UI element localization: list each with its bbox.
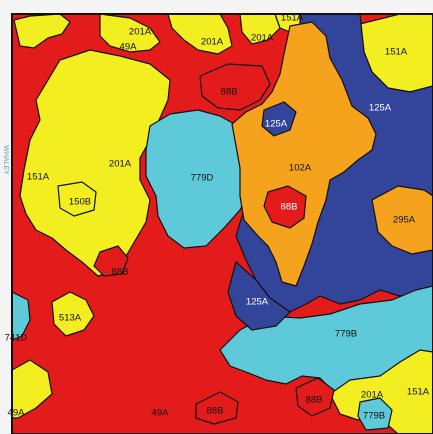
top-margin (0, 0, 433, 14)
unit-295A (371, 185, 433, 255)
label-88B: 88B (306, 395, 323, 406)
unit-88B-left (93, 245, 129, 277)
label-741D: 741D (5, 333, 28, 344)
unit-88B-bottomcenter (195, 391, 239, 425)
label-201A: 201A (361, 390, 384, 401)
label-151A: 151A (407, 387, 430, 398)
label-201A: 201A (251, 33, 274, 44)
label-201A: 201A (109, 159, 132, 170)
label-779B: 779B (335, 329, 357, 340)
label-125A: 125A (246, 297, 269, 308)
label-201A: 201A (201, 37, 224, 48)
label-779D: 779D (191, 173, 214, 184)
label-779B: 779B (363, 411, 385, 422)
label-49A: 49A (152, 408, 170, 419)
label-151A: 151A (385, 47, 408, 58)
unit-779D (145, 109, 257, 249)
map-labels: 201A 49A 201A 201A 151A 151A 88B 125A 12… (5, 13, 430, 422)
label-125A: 125A (265, 119, 288, 130)
unit-201A-bottomright (329, 349, 433, 434)
label-88B: 88B (221, 87, 238, 98)
unit-125A-lower (227, 261, 291, 331)
label-295A: 295A (393, 215, 416, 226)
label-150B: 150B (69, 197, 91, 208)
margin-road-label: WHALEY (2, 145, 9, 175)
unit-779B-small (357, 397, 393, 431)
label-102A: 102A (289, 163, 312, 174)
unit-513A (51, 291, 95, 337)
label-201A: 201A (129, 27, 152, 38)
unit-88B-top (199, 63, 271, 111)
label-49A: 49A (120, 42, 138, 53)
unit-88B-bottom (295, 377, 335, 417)
unit-201A-topleft (13, 13, 71, 49)
left-margin (0, 0, 12, 434)
unit-201A-topmid (167, 13, 233, 55)
unit-88B-orange (263, 185, 307, 229)
label-151A: 151A (27, 172, 50, 183)
unit-201A-top (99, 13, 161, 53)
label-513A: 513A (59, 313, 82, 324)
label-88B: 88B (207, 406, 224, 417)
map-frame (11, 13, 433, 434)
label-125A: 125A (369, 103, 392, 114)
unit-150B (57, 181, 97, 217)
label-88B: 88B (112, 267, 129, 278)
label-49A: 49A (8, 408, 26, 419)
unit-102A (231, 21, 377, 287)
label-151A: 151A (281, 13, 304, 24)
unit-125A-inner (261, 101, 297, 137)
label-88B: 88B (281, 202, 298, 213)
